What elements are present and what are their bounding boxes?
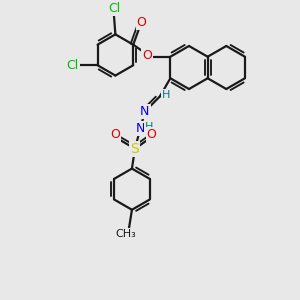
Text: O: O (146, 128, 156, 141)
Text: O: O (110, 128, 120, 141)
Text: N: N (136, 122, 145, 135)
Text: O: O (142, 49, 152, 62)
Text: H: H (162, 90, 171, 100)
Text: O: O (136, 16, 146, 29)
Text: Cl: Cl (67, 59, 79, 72)
Text: Cl: Cl (108, 2, 120, 15)
Text: H: H (145, 122, 153, 132)
Text: S: S (130, 142, 139, 156)
Text: CH₃: CH₃ (116, 229, 136, 239)
Text: N: N (140, 105, 150, 118)
